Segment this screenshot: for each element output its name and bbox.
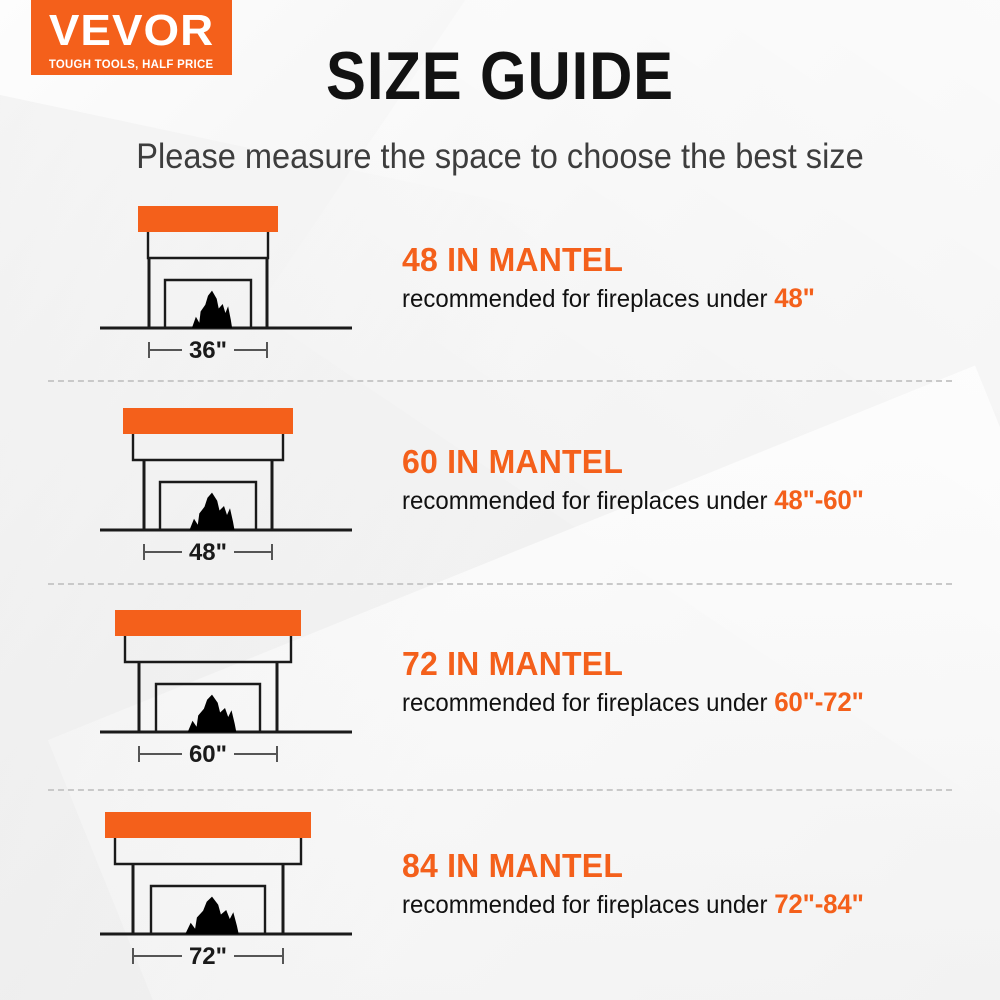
flame-icon (187, 694, 237, 732)
fireplace-diagram: 48" (56, 394, 396, 594)
fireplace-diagram: 60" (56, 596, 396, 796)
vevor-logo: VEVOR TOUGH TOOLS, HALF PRICE (31, 0, 232, 75)
row-divider-1 (48, 380, 952, 382)
mantel-description-prefix: recommended for fireplaces under (402, 284, 768, 313)
mantel-shelf (105, 812, 311, 838)
mantel-description: recommended for fireplaces under 60"-72" (402, 687, 949, 719)
firebox-outline (158, 480, 258, 530)
firebox-outline (154, 682, 262, 732)
fireplace-diagram: 36" (56, 192, 396, 392)
mantel-description-prefix: recommended for fireplaces under (402, 486, 768, 515)
mantel-description-prefix: recommended for fireplaces under (402, 890, 768, 919)
dimension-label: 60" (189, 741, 227, 768)
mantel-description-prefix: recommended for fireplaces under (402, 688, 768, 717)
mantel-description: recommended for fireplaces under 48"-60" (402, 485, 949, 517)
mantel-shelf (138, 206, 278, 232)
flame-icon (191, 290, 233, 328)
mantel-range: 60"-72" (774, 686, 864, 717)
firebox-outline (163, 278, 253, 328)
fireplace-mantel-60: 60" (100, 610, 352, 768)
mantel-title: 60 IN MANTEL (402, 443, 624, 480)
mantel-neck (146, 232, 270, 260)
firebox-outline (149, 884, 267, 934)
size-row-text: 72 IN MANTEL recommended for fireplaces … (402, 645, 972, 719)
page-subtitle: Please measure the space to choose the b… (136, 137, 864, 176)
size-row: 48" 60 IN MANTEL recommended for firepla… (0, 394, 1000, 596)
size-row-text: 48 IN MANTEL recommended for fireplaces … (402, 241, 972, 315)
mantel-description: recommended for fireplaces under 72"-84" (402, 889, 949, 921)
size-row: 36" 48 IN MANTEL recommended for firepla… (0, 192, 1000, 394)
mantel-shelf (123, 408, 293, 434)
row-divider-2 (48, 583, 952, 585)
mantel-range: 48" (774, 282, 815, 313)
mantel-title: 48 IN MANTEL (402, 241, 624, 278)
size-row-text: 84 IN MANTEL recommended for fireplaces … (402, 847, 972, 921)
size-row: 72" 84 IN MANTEL recommended for firepla… (0, 798, 1000, 1000)
flame-icon (189, 492, 235, 530)
logo-wordmark: VEVOR (48, 5, 215, 55)
mantel-range: 48"-60" (774, 484, 864, 515)
size-row: 60" 72 IN MANTEL recommended for firepla… (0, 596, 1000, 798)
dimension-label: 72" (189, 943, 227, 970)
fireplace-mantel-48: 48" (100, 408, 352, 566)
size-row-text: 60 IN MANTEL recommended for fireplaces … (402, 443, 972, 517)
fireplace-mantel-72: 72" (100, 812, 352, 970)
mantel-shelf (115, 610, 301, 636)
mantel-range: 72"-84" (774, 888, 864, 919)
row-divider-3 (48, 789, 952, 791)
logo-tagline: TOUGH TOOLS, HALF PRICE (49, 58, 214, 71)
mantel-title: 72 IN MANTEL (402, 645, 624, 682)
flame-icon (185, 896, 239, 934)
page-title: SIZE GUIDE (326, 38, 674, 114)
mantel-description: recommended for fireplaces under 48" (402, 283, 949, 315)
dimension-label: 48" (189, 539, 227, 566)
mantel-neck (113, 838, 303, 866)
fireplace-diagram: 72" (56, 798, 396, 998)
mantel-neck (131, 434, 285, 462)
dimension-label: 36" (189, 337, 227, 364)
mantel-neck (123, 636, 293, 664)
fireplace-mantel-36: 36" (100, 206, 352, 364)
mantel-title: 84 IN MANTEL (402, 847, 624, 884)
